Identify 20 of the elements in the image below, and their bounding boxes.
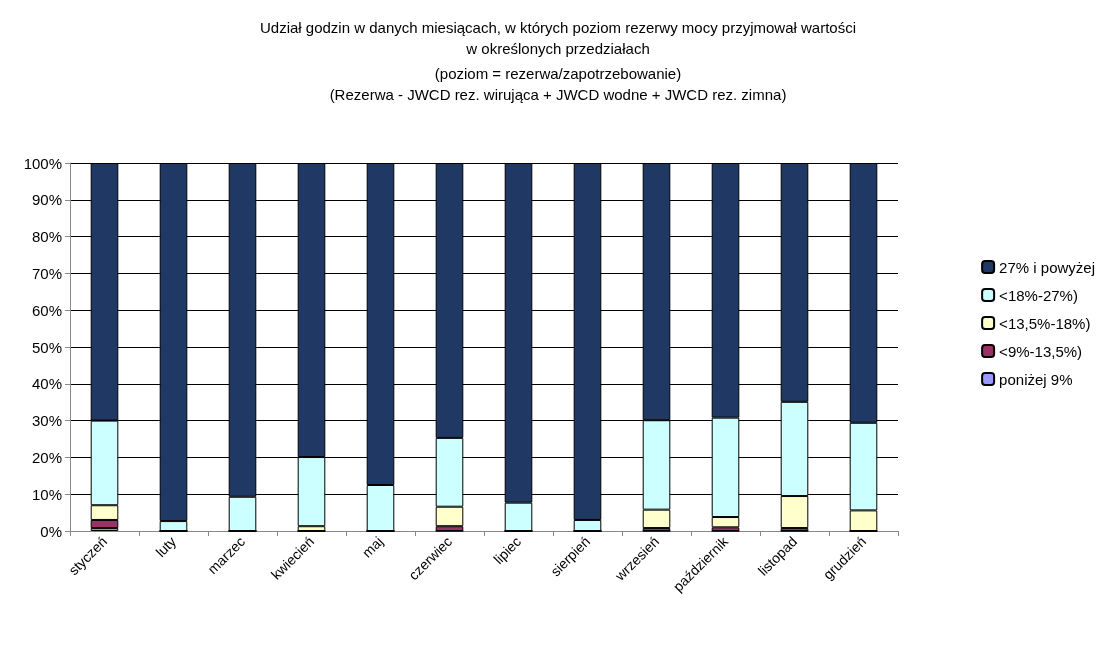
y-tick-label: 60% [31,301,62,319]
y-tick-label: 20% [31,448,62,466]
y-tick-label: 10% [31,485,62,503]
y-tick-label: 0% [40,522,62,540]
legend-label: poniżej 9% [999,370,1073,388]
legend-label: 27% i powyżej [999,258,1096,276]
y-tick-label: 30% [31,412,62,430]
x-tick-label: maj [358,533,387,561]
y-tick-label: 50% [31,338,62,356]
legend-label: <18%-27%) [999,286,1078,304]
y-tick-label: 70% [31,264,62,282]
legend-label: <9%-13,5%) [999,342,1083,360]
legend-label: <13,5%-18%) [999,314,1091,332]
y-tick-label: 90% [31,191,62,209]
y-tick-label: 80% [31,228,62,246]
x-tick-label: luty [152,533,180,561]
y-tick-label: 100% [23,154,62,172]
chart-title: Udział godzin w danych miesiącach, w których poziom rezerwy mocy przyjmował wartości w określonych przedziałach [259,19,857,57]
y-tick-label: 40% [31,375,62,393]
chart-subtitle: (poziom = rezerwa/zapotrzebowanie) (Rezerwa - JWCD rez. wirująca + JWCD wodne + JWCD rez. zimna) [329,65,787,103]
